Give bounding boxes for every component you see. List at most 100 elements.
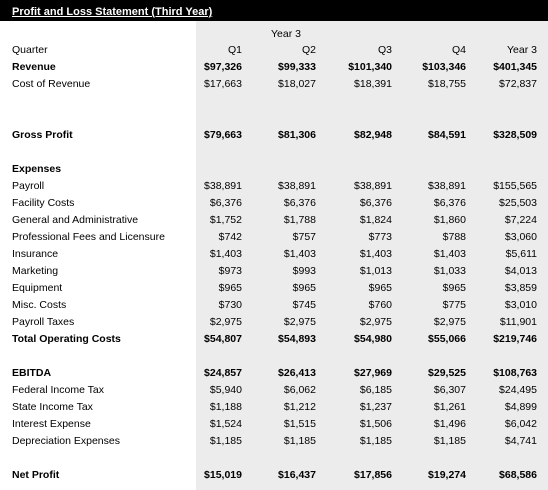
quarter-header-label: Quarter xyxy=(12,44,48,56)
row-label-insurance: Insurance xyxy=(12,248,59,260)
column-header-q2: Q2 xyxy=(301,44,316,56)
cell-revenue-q3: $101,340 xyxy=(348,61,392,73)
cell-cost-of-revenue-q3: $18,391 xyxy=(354,78,392,90)
cell-total-operating-costs-q3: $54,980 xyxy=(354,333,392,345)
row-label-general-and-administrative: General and Administrative xyxy=(12,214,139,226)
cell-professional-fees-and-licensure-q1: $742 xyxy=(218,231,242,243)
cell-state-income-tax-q1: $1,188 xyxy=(209,401,242,413)
cell-equipment-q4: $965 xyxy=(442,282,466,294)
cell-misc-costs-q4: $775 xyxy=(442,299,466,311)
cell-interest-expense-year-3: $6,042 xyxy=(504,418,537,430)
cell-state-income-tax-q4: $1,261 xyxy=(433,401,466,413)
row-label-revenue: Revenue xyxy=(12,61,56,73)
cell-net-profit-q1: $15,019 xyxy=(204,469,242,481)
cell-equipment-q1: $965 xyxy=(218,282,242,294)
cell-insurance-q1: $1,403 xyxy=(209,248,242,260)
cell-gross-profit-q4: $84,591 xyxy=(428,129,466,141)
cell-net-profit-q2: $16,437 xyxy=(278,469,316,481)
cell-cost-of-revenue-q2: $18,027 xyxy=(278,78,316,90)
cell-facility-costs-q4: $6,376 xyxy=(433,197,466,209)
cell-depreciation-expenses-q2: $1,185 xyxy=(283,435,316,447)
cell-depreciation-expenses-q3: $1,185 xyxy=(359,435,392,447)
cell-cost-of-revenue-q4: $18,755 xyxy=(428,78,466,90)
cell-federal-income-tax-q1: $5,940 xyxy=(209,384,242,396)
cell-ebitda-q1: $24,857 xyxy=(204,367,242,379)
cell-professional-fees-and-licensure-year-3: $3,060 xyxy=(504,231,537,243)
row-label-misc-costs: Misc. Costs xyxy=(12,299,67,311)
row-label-professional-fees-and-licensure: Professional Fees and Licensure xyxy=(12,231,165,243)
row-label-facility-costs: Facility Costs xyxy=(12,197,75,209)
cell-equipment-year-3: $3,859 xyxy=(504,282,537,294)
cell-general-and-administrative-q2: $1,788 xyxy=(283,214,316,226)
cell-federal-income-tax-q3: $6,185 xyxy=(359,384,392,396)
row-label-state-income-tax: State Income Tax xyxy=(12,401,93,413)
cell-general-and-administrative-q3: $1,824 xyxy=(359,214,392,226)
cell-ebitda-q3: $27,969 xyxy=(354,367,392,379)
cell-facility-costs-year-3: $25,503 xyxy=(499,197,537,209)
cell-professional-fees-and-licensure-q3: $773 xyxy=(368,231,392,243)
cell-state-income-tax-q3: $1,237 xyxy=(359,401,392,413)
cell-revenue-q1: $97,326 xyxy=(204,61,242,73)
row-label-marketing: Marketing xyxy=(12,265,59,277)
cell-equipment-q2: $965 xyxy=(292,282,316,294)
cell-insurance-q2: $1,403 xyxy=(283,248,316,260)
row-label-interest-expense: Interest Expense xyxy=(12,418,91,430)
cell-misc-costs-q1: $730 xyxy=(218,299,242,311)
row-label-depreciation-expenses: Depreciation Expenses xyxy=(12,435,120,447)
row-label-equipment: Equipment xyxy=(12,282,63,294)
cell-depreciation-expenses-q1: $1,185 xyxy=(209,435,242,447)
data-area-shading xyxy=(196,21,548,490)
cell-interest-expense-q4: $1,496 xyxy=(433,418,466,430)
row-label-payroll: Payroll xyxy=(12,180,45,192)
cell-misc-costs-q2: $745 xyxy=(292,299,316,311)
cell-payroll-taxes-q2: $2,975 xyxy=(283,316,316,328)
row-label-cost-of-revenue: Cost of Revenue xyxy=(12,78,91,90)
cell-revenue-year-3: $401,345 xyxy=(493,61,537,73)
row-label-payroll-taxes: Payroll Taxes xyxy=(12,316,75,328)
cell-payroll-q4: $38,891 xyxy=(428,180,466,192)
cell-payroll-taxes-q4: $2,975 xyxy=(433,316,466,328)
cell-insurance-q3: $1,403 xyxy=(359,248,392,260)
cell-federal-income-tax-q2: $6,062 xyxy=(283,384,316,396)
cell-payroll-taxes-q1: $2,975 xyxy=(209,316,242,328)
cell-ebitda-q4: $29,525 xyxy=(428,367,466,379)
cell-general-and-administrative-q1: $1,752 xyxy=(209,214,242,226)
row-label-ebitda: EBITDA xyxy=(12,367,52,379)
column-header-q1: Q1 xyxy=(227,44,242,56)
column-header-q3: Q3 xyxy=(377,44,392,56)
year-label: Year 3 xyxy=(271,28,301,40)
cell-interest-expense-q2: $1,515 xyxy=(283,418,316,430)
cell-payroll-year-3: $155,565 xyxy=(493,180,537,192)
cell-net-profit-q4: $19,274 xyxy=(428,469,466,481)
column-header-year-3: Year 3 xyxy=(507,44,537,56)
row-label-expenses: Expenses xyxy=(12,163,62,175)
cell-payroll-q3: $38,891 xyxy=(354,180,392,192)
cell-total-operating-costs-year-3: $219,746 xyxy=(493,333,537,345)
cell-facility-costs-q3: $6,376 xyxy=(359,197,392,209)
cell-cost-of-revenue-q1: $17,663 xyxy=(204,78,242,90)
cell-equipment-q3: $965 xyxy=(368,282,392,294)
cell-misc-costs-q3: $760 xyxy=(368,299,392,311)
cell-payroll-q1: $38,891 xyxy=(204,180,242,192)
row-label-net-profit: Net Profit xyxy=(12,469,60,481)
cell-payroll-q2: $38,891 xyxy=(278,180,316,192)
cell-professional-fees-and-licensure-q4: $788 xyxy=(442,231,466,243)
cell-state-income-tax-q2: $1,212 xyxy=(283,401,316,413)
cell-general-and-administrative-year-3: $7,224 xyxy=(504,214,537,226)
cell-payroll-taxes-year-3: $11,901 xyxy=(499,316,537,328)
cell-net-profit-q3: $17,856 xyxy=(354,469,392,481)
cell-marketing-q1: $973 xyxy=(218,265,242,277)
cell-marketing-year-3: $4,013 xyxy=(504,265,537,277)
title-bar: Profit and Loss Statement (Third Year) xyxy=(0,0,548,21)
cell-cost-of-revenue-year-3: $72,837 xyxy=(499,78,537,90)
cell-total-operating-costs-q2: $54,893 xyxy=(278,333,316,345)
row-label-gross-profit: Gross Profit xyxy=(12,129,73,141)
column-header-q4: Q4 xyxy=(451,44,466,56)
cell-federal-income-tax-q4: $6,307 xyxy=(433,384,466,396)
cell-insurance-year-3: $5,611 xyxy=(505,248,537,260)
statement-title: Profit and Loss Statement (Third Year) xyxy=(12,6,213,18)
cell-facility-costs-q1: $6,376 xyxy=(209,197,242,209)
cell-misc-costs-year-3: $3,010 xyxy=(504,299,537,311)
cell-professional-fees-and-licensure-q2: $757 xyxy=(292,231,316,243)
cell-interest-expense-q3: $1,506 xyxy=(359,418,392,430)
